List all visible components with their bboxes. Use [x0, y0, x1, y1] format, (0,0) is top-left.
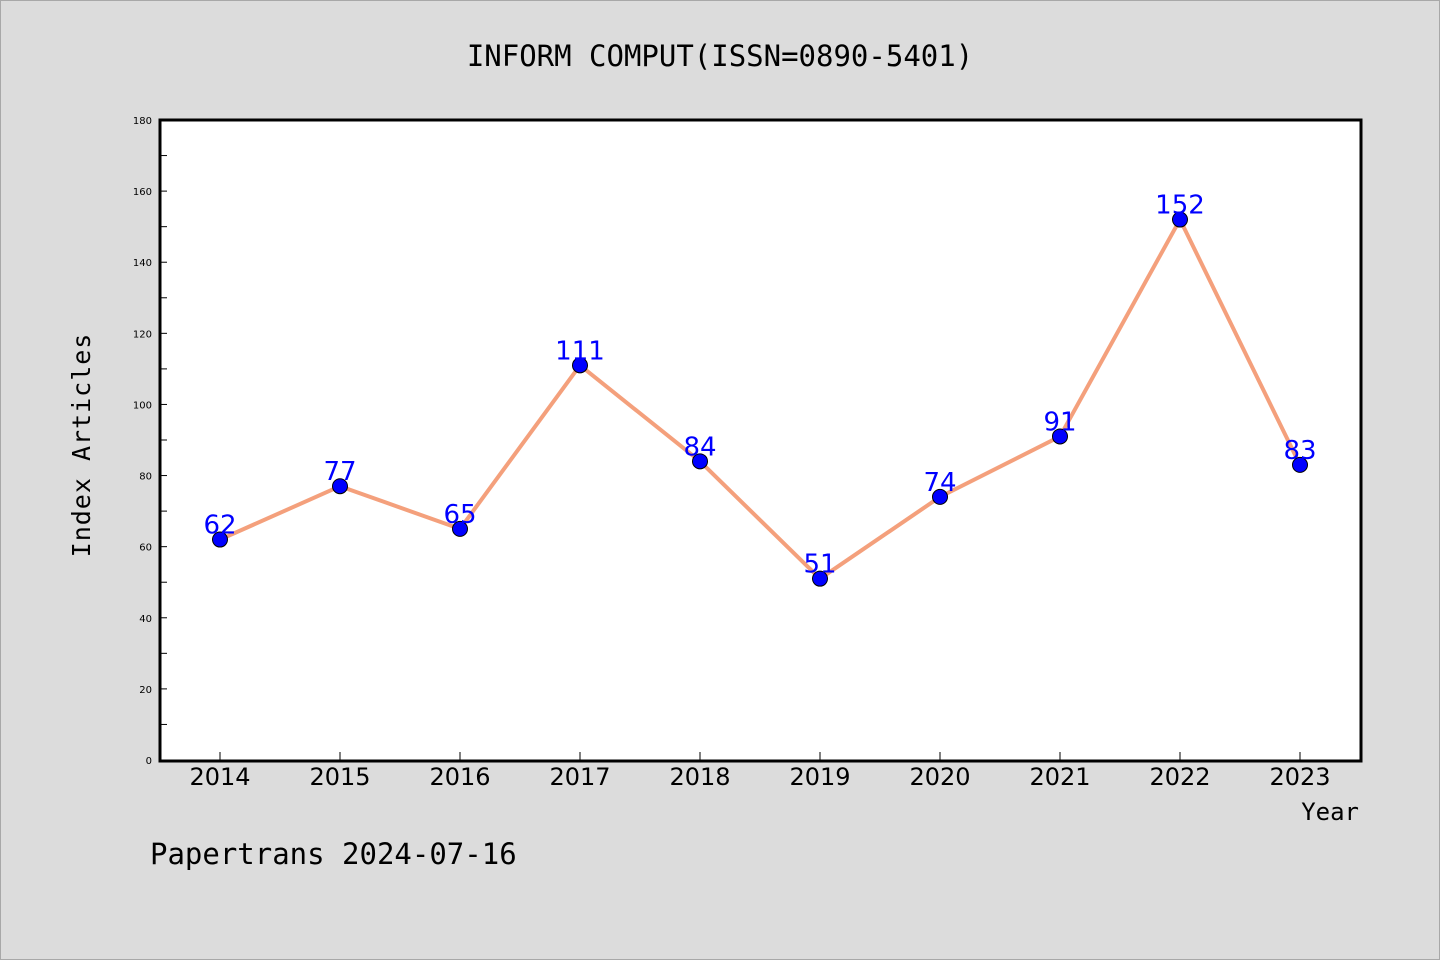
footer-credit: Papertrans 2024-07-16 — [150, 837, 517, 871]
y-tick-label: 80 — [139, 472, 152, 483]
y-tick-label: 120 — [133, 329, 152, 340]
x-axis-label: Year — [1301, 798, 1359, 826]
x-tick-label: 2016 — [429, 763, 490, 791]
y-tick-label: 100 — [133, 400, 152, 411]
data-label: 77 — [323, 457, 356, 487]
data-point-marker — [332, 478, 348, 495]
x-tick-label: 2019 — [789, 763, 850, 791]
x-tick-label: 2021 — [1029, 763, 1090, 791]
data-point-marker — [692, 453, 708, 470]
y-tick-label: 160 — [133, 187, 152, 198]
x-tick-label: 2020 — [909, 763, 970, 791]
series-group: 62 77 65 111 84 51 74 91 152 83 — [203, 191, 1317, 587]
data-label: 51 — [803, 550, 836, 580]
y-axis-label: Index Articles — [67, 333, 96, 558]
x-tick-label: 2018 — [669, 763, 730, 791]
data-point-marker — [572, 357, 588, 374]
y-tick-label: 60 — [139, 543, 152, 554]
series-line — [219, 217, 1302, 581]
plot-area — [158, 118, 1363, 763]
x-tick-label: 2014 — [189, 763, 250, 791]
y-tick-label: 40 — [139, 614, 152, 625]
data-point-marker — [212, 531, 228, 548]
data-label: 91 — [1043, 407, 1076, 437]
x-tick-label: 2017 — [549, 763, 610, 791]
y-tick-label: 20 — [139, 685, 152, 696]
x-axis: 2014 2015 2016 2017 2018 2019 2020 2021 2022 2023 — [189, 752, 1331, 791]
y-axis: 0 20 40 60 80 100 120 140 160 180 — [133, 116, 167, 767]
data-point-marker — [1292, 456, 1308, 473]
data-point-marker — [1172, 211, 1188, 228]
data-point-marker — [1052, 428, 1068, 445]
chart-title: INFORM COMPUT(ISSN=0890-5401) — [467, 39, 973, 73]
data-label: 62 — [203, 511, 236, 541]
x-tick-label: 2023 — [1269, 763, 1330, 791]
y-tick-label: 140 — [133, 258, 152, 269]
data-point-marker — [452, 520, 468, 537]
data-label: 83 — [1283, 436, 1316, 466]
data-point-marker — [812, 570, 828, 587]
x-tick-label: 2015 — [309, 763, 370, 791]
y-tick-label: 180 — [133, 116, 152, 127]
data-label: 65 — [443, 500, 476, 530]
x-tick-label: 2022 — [1149, 763, 1210, 791]
data-point-marker — [932, 488, 948, 505]
y-tick-label: 0 — [146, 756, 152, 767]
data-label: 111 — [555, 336, 605, 366]
data-label: 152 — [1155, 191, 1205, 221]
data-label: 84 — [683, 432, 716, 462]
data-label: 74 — [923, 468, 956, 498]
